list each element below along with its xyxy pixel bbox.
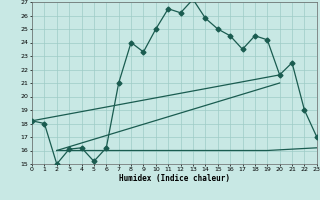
X-axis label: Humidex (Indice chaleur): Humidex (Indice chaleur): [119, 174, 230, 183]
